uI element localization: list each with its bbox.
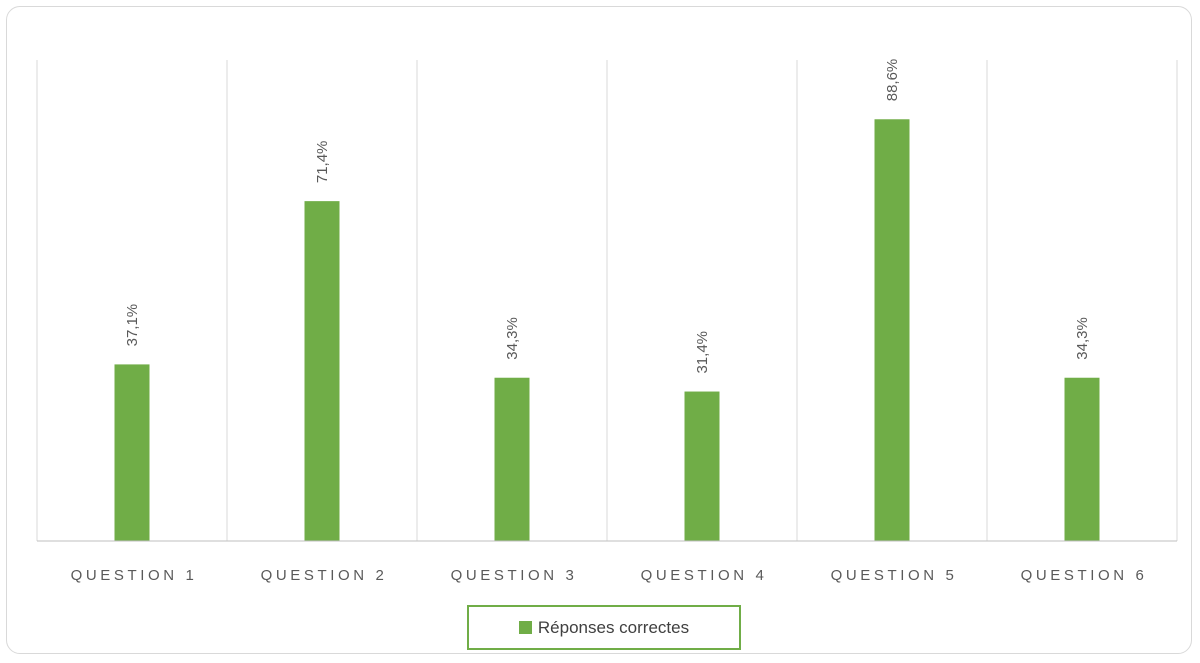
bar-question-2 bbox=[304, 201, 340, 542]
data-label-question-5: 88,6% bbox=[884, 59, 901, 102]
bar-question-1 bbox=[114, 364, 150, 541]
bar-question-3 bbox=[494, 377, 530, 541]
data-label-question-3: 34,3% bbox=[504, 317, 521, 360]
chart-frame bbox=[6, 6, 1192, 654]
legend-label-reponses-correctes: Réponses correctes bbox=[537, 617, 690, 637]
x-tick-label-question-2: QUESTION 2 bbox=[261, 567, 388, 584]
x-tick-label-question-4: QUESTION 4 bbox=[641, 567, 768, 584]
x-tick-label-question-5: QUESTION 5 bbox=[831, 567, 958, 584]
legend: Réponses correctes bbox=[467, 605, 741, 650]
x-tick-labels: QUESTION 1 QUESTION 2 QUESTION 3 QUESTION 4… bbox=[71, 567, 1148, 584]
gridlines bbox=[36, 60, 1178, 541]
data-label-question-2: 71,4% bbox=[314, 141, 331, 184]
bar-question-5 bbox=[874, 119, 910, 541]
data-label-question-6: 34,3% bbox=[1074, 317, 1091, 360]
bar-question-6 bbox=[1064, 377, 1100, 541]
x-tick-label-question-3: QUESTION 3 bbox=[451, 567, 578, 584]
data-labels: 37,1% 71,4% 34,3% 31,4% 88,6% 34,3% bbox=[124, 59, 1091, 374]
x-tick-label-question-1: QUESTION 1 bbox=[71, 567, 198, 584]
x-tick-label-question-6: QUESTION 6 bbox=[1021, 567, 1148, 584]
bar-question-4 bbox=[684, 391, 720, 541]
data-label-question-4: 31,4% bbox=[694, 331, 711, 374]
legend-swatch bbox=[518, 621, 532, 634]
bars bbox=[114, 119, 1100, 542]
data-label-question-1: 37,1% bbox=[124, 304, 141, 347]
